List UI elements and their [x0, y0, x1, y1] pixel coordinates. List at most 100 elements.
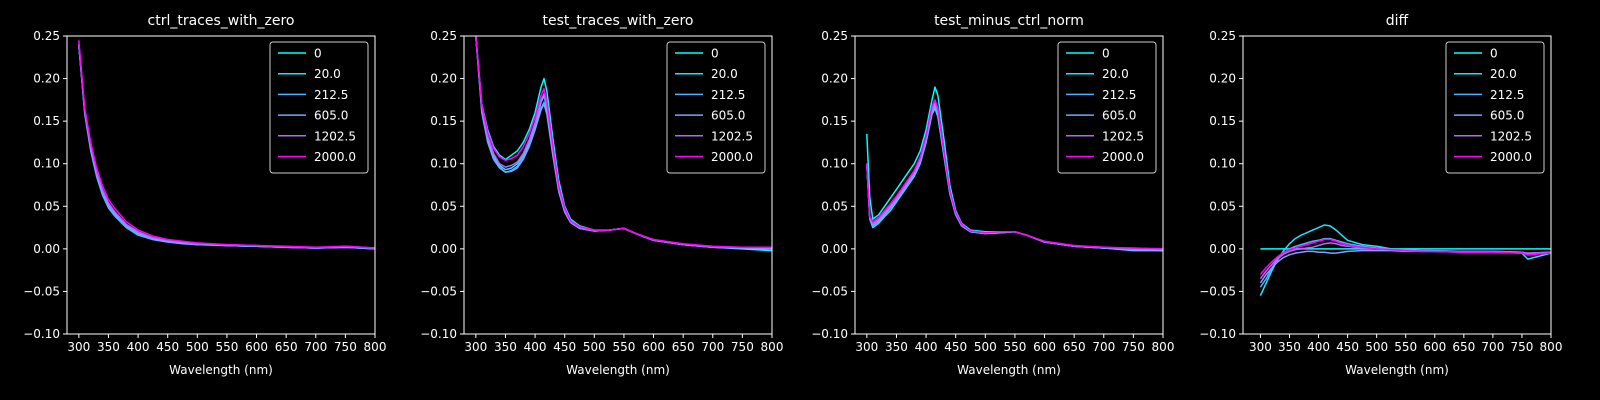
legend-label: 2000.0: [314, 150, 356, 164]
x-tick-label: 550: [1394, 340, 1417, 354]
x-tick-label: 550: [215, 340, 238, 354]
legend-label: 20.0: [711, 67, 738, 81]
legend-label: 605.0: [711, 109, 745, 123]
legend-box: [269, 41, 369, 174]
x-tick-label: 450: [553, 340, 576, 354]
chart-panel: diff 300 350 400 450 500 550 600 650 700 750 800 −0.…: [1199, 13, 1562, 377]
y-tick-label: 0.25: [33, 29, 60, 43]
x-tick-label: 500: [186, 340, 209, 354]
y-tick-label: 0.00: [33, 242, 60, 256]
x-tick-label: 350: [1278, 340, 1301, 354]
y-tick-label: 0.25: [1209, 29, 1236, 43]
legend-label: 1202.5: [1102, 129, 1144, 143]
x-tick-label: 350: [494, 340, 517, 354]
series-line-2000.0: [78, 40, 375, 249]
legend-box: [1057, 41, 1157, 174]
y-tick-label: 0.15: [430, 114, 457, 128]
chart-panel: test_minus_ctrl_norm 300 350 400 450 500 550 60…: [811, 13, 1174, 377]
x-axis-label: Wavelength (nm): [957, 363, 1061, 377]
y-tick-label: 0.00: [430, 242, 457, 256]
y-tick-label: −0.10: [1199, 327, 1236, 341]
y-tick-label: −0.05: [811, 284, 848, 298]
x-tick-label: 800: [364, 340, 387, 354]
x-tick-label: 700: [304, 340, 327, 354]
y-tick-label: 0.20: [33, 72, 60, 86]
x-tick-label: 300: [1249, 340, 1272, 354]
x-tick-label: 450: [944, 340, 967, 354]
y-tick-label: 0.25: [430, 29, 457, 43]
x-tick-label: 650: [275, 340, 298, 354]
x-tick-label: 650: [1063, 340, 1086, 354]
y-tick-label: 0.05: [821, 199, 848, 213]
y-tick-label: 0.15: [821, 114, 848, 128]
x-tick-label: 450: [1336, 340, 1359, 354]
x-tick-label: 400: [127, 340, 150, 354]
x-tick-label: 650: [1452, 340, 1475, 354]
x-tick-label: 750: [334, 340, 357, 354]
x-tick-label: 700: [1092, 340, 1115, 354]
legend: 0 20.0 212.5 605.0 1202.5 2000.0: [1057, 41, 1157, 174]
x-tick-label: 400: [524, 340, 547, 354]
series-line-2000.0: [1259, 238, 1551, 275]
x-tick-label: 600: [1033, 340, 1056, 354]
legend-label: 0: [314, 47, 322, 61]
legend-label: 20.0: [1490, 67, 1517, 81]
x-tick-label: 800: [761, 340, 784, 354]
x-tick-label: 350: [97, 340, 120, 354]
x-tick-label: 300: [67, 340, 90, 354]
x-tick-label: 600: [245, 340, 268, 354]
y-tick-label: −0.10: [23, 327, 60, 341]
series-group: [1259, 224, 1551, 297]
legend-label: 212.5: [314, 88, 348, 102]
legend-label: 1202.5: [711, 129, 753, 143]
legend-label: 1202.5: [1490, 129, 1532, 143]
legend-label: 2000.0: [1102, 150, 1144, 164]
x-tick-label: 500: [583, 340, 606, 354]
series-line-20.0: [1259, 224, 1551, 297]
y-tick-label: 0.15: [33, 114, 60, 128]
x-tick-label: 700: [701, 340, 724, 354]
legend-label: 2000.0: [1490, 150, 1532, 164]
x-axis-label: Wavelength (nm): [1345, 363, 1449, 377]
series-group: [866, 86, 1163, 252]
legend-label: 0: [1490, 47, 1498, 61]
chart-panel: test_traces_with_zero 300 350 400 450 500 550 6…: [420, 13, 783, 377]
axes-frame: [66, 35, 376, 335]
axes-frame: [463, 35, 773, 335]
x-axis-label: Wavelength (nm): [169, 363, 273, 377]
x-axis-label: Wavelength (nm): [566, 363, 670, 377]
x-tick-label: 600: [642, 340, 665, 354]
y-tick-label: 0.20: [1209, 72, 1236, 86]
y-tick-label: −0.10: [420, 327, 457, 341]
series-line-605.0: [1259, 249, 1551, 284]
series-line-2000.0: [866, 99, 1163, 250]
y-tick-label: 0.10: [1209, 157, 1236, 171]
x-tick-label: 300: [464, 340, 487, 354]
chart-title: test_minus_ctrl_norm: [934, 13, 1084, 29]
x-tick-label: 500: [1365, 340, 1388, 354]
chart-title: test_traces_with_zero: [543, 13, 694, 29]
y-tick-label: 0.10: [33, 157, 60, 171]
y-tick-label: 0.00: [821, 242, 848, 256]
x-tick-label: 450: [156, 340, 179, 354]
y-tick-label: 0.10: [430, 157, 457, 171]
legend-label: 605.0: [314, 109, 348, 123]
legend-box: [1445, 41, 1545, 174]
y-tick-label: 0.20: [821, 72, 848, 86]
legend-label: 212.5: [1102, 88, 1136, 102]
x-tick-label: 500: [974, 340, 997, 354]
x-tick-label: 800: [1152, 340, 1175, 354]
y-tick-label: 0.05: [33, 199, 60, 213]
series-line-2000.0: [475, 36, 772, 248]
legend-label: 2000.0: [711, 150, 753, 164]
y-tick-label: 0.15: [1209, 114, 1236, 128]
y-tick-label: 0.10: [821, 157, 848, 171]
legend: 0 20.0 212.5 605.0 1202.5 2000.0: [1445, 41, 1545, 174]
y-tick-label: 0.00: [1209, 242, 1236, 256]
legend-label: 0: [1102, 47, 1110, 61]
chart-title: ctrl_traces_with_zero: [148, 13, 295, 29]
x-tick-label: 400: [1307, 340, 1330, 354]
series-line-1202.5: [78, 44, 375, 249]
y-tick-label: 0.20: [430, 72, 457, 86]
